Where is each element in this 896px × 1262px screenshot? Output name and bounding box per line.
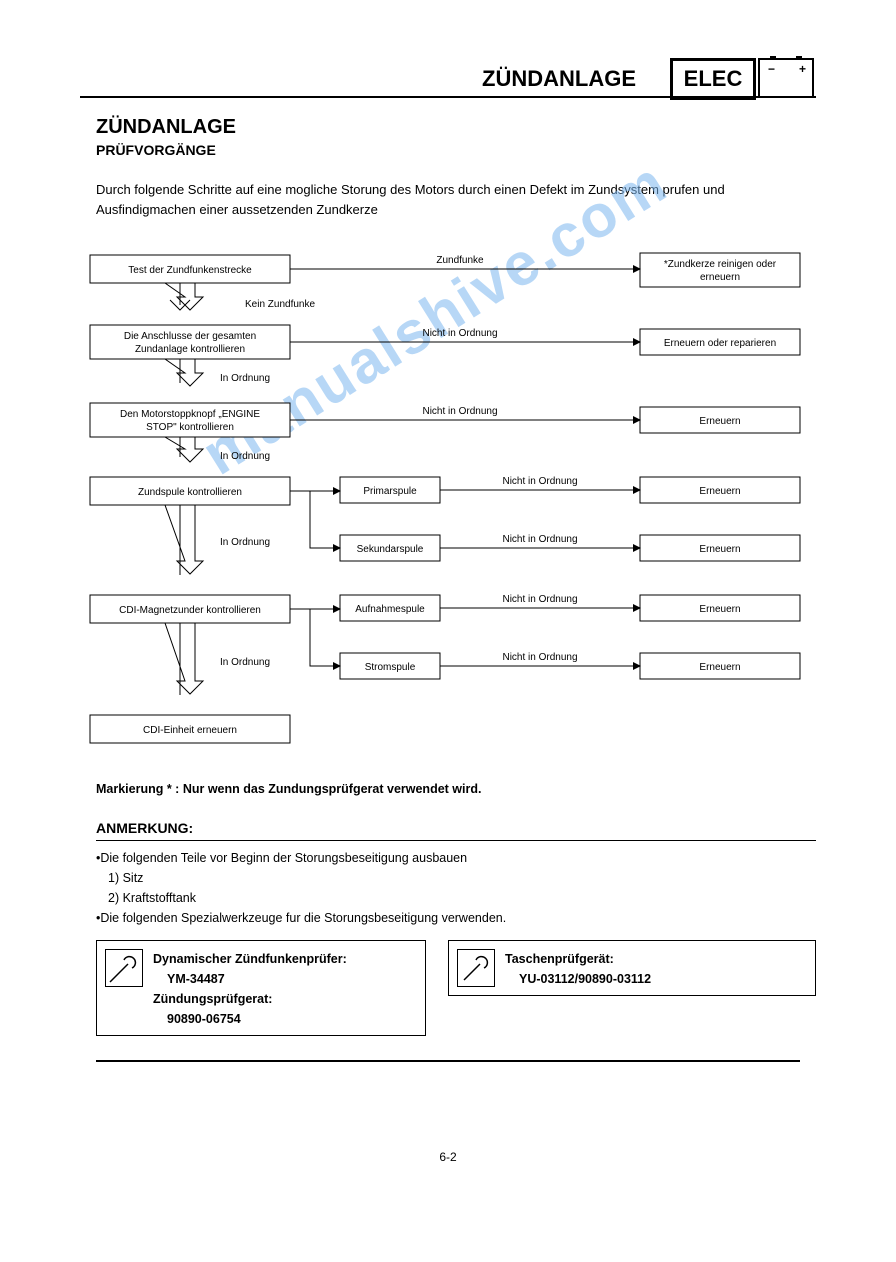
tool-code2: 90890-06754: [153, 1009, 417, 1029]
svg-text:Erneuern: Erneuern: [699, 486, 740, 497]
tool-code: YM-34487: [153, 969, 417, 989]
tool-box: Dynamischer Zündfunkenprüfer: YM-34487 Z…: [96, 940, 426, 1036]
header-section: ZÜNDANLAGE: [482, 66, 636, 92]
page-title: ZÜNDANLAGE: [96, 116, 236, 139]
svg-text:Den Motorstoppknopf „ENGINE: Den Motorstoppknopf „ENGINE: [120, 409, 260, 420]
tool-title: Dynamischer Zündfunkenprüfer:: [153, 949, 417, 969]
svg-text:CDI-Magnetzunder kontrollieren: CDI-Magnetzunder kontrollieren: [119, 605, 261, 616]
svg-text:Die Anschlusse der gesamten: Die Anschlusse der gesamten: [124, 331, 256, 342]
note-line: •Die folgenden Teile vor Beginn der Stor…: [96, 848, 800, 868]
anmerkung-title: ANMERKUNG:: [96, 820, 193, 836]
tool-title: Taschenprüfgerät:: [505, 949, 807, 969]
svg-text:Zundanlage kontrollieren: Zundanlage kontrollieren: [135, 344, 245, 355]
tool-box: Taschenprüfgerät: YU-03112/90890-03112: [448, 940, 816, 996]
svg-text:Aufnahmespule: Aufnahmespule: [355, 604, 425, 615]
anmerkung-rule: [96, 840, 816, 841]
svg-text:Test der Zundfunkenstrecke: Test der Zundfunkenstrecke: [128, 265, 252, 276]
svg-text:In Ordnung: In Ordnung: [220, 451, 270, 462]
svg-text:Erneuern oder reparieren: Erneuern oder reparieren: [664, 338, 776, 349]
tool-icon: [105, 949, 143, 987]
svg-text:Erneuern: Erneuern: [699, 416, 740, 427]
footnote: Markierung * : Nur wenn das Zundungsprüf…: [96, 782, 481, 796]
svg-text:In Ordnung: In Ordnung: [220, 537, 270, 548]
battery-icon: −+: [758, 58, 814, 98]
svg-text:erneuern: erneuern: [700, 272, 740, 283]
anmerkung-body: •Die folgenden Teile vor Beginn der Stor…: [96, 848, 800, 928]
note-line: •Die folgenden Spezialwerkzeuge fur die …: [96, 908, 800, 928]
svg-text:Erneuern: Erneuern: [699, 662, 740, 673]
header-rule: [80, 96, 816, 98]
svg-text:Nicht in Ordnung: Nicht in Ordnung: [422, 406, 497, 417]
svg-text:Zundfunke: Zundfunke: [436, 255, 484, 266]
svg-text:In Ordnung: In Ordnung: [220, 373, 270, 384]
flowchart: Test der Zundfunkenstrecke Die Anschluss…: [80, 245, 816, 765]
page-number: 6-2: [0, 1150, 896, 1164]
svg-text:Stromspule: Stromspule: [365, 662, 416, 673]
page-subtitle: PRÜFVORGÄNGE: [96, 142, 216, 158]
svg-text:Nicht in Ordnung: Nicht in Ordnung: [422, 328, 497, 339]
svg-text:Sekundarspule: Sekundarspule: [357, 544, 424, 555]
svg-text:*Zundkerze reinigen oder: *Zundkerze reinigen oder: [664, 259, 777, 270]
intro-text: Durch folgende Schritte auf eine moglich…: [96, 180, 800, 219]
svg-text:STOP" kontrollieren: STOP" kontrollieren: [146, 422, 234, 433]
bottom-rule: [96, 1060, 800, 1062]
svg-text:Primarspule: Primarspule: [363, 486, 417, 497]
svg-text:Nicht in Ordnung: Nicht in Ordnung: [502, 652, 577, 663]
svg-text:Zundspule kontrollieren: Zundspule kontrollieren: [138, 487, 242, 498]
note-line: 2) Kraftstofftank: [96, 888, 800, 908]
svg-text:Erneuern: Erneuern: [699, 544, 740, 555]
tool-code: YU-03112/90890-03112: [505, 969, 807, 989]
tool-title2: Zündungsprüfgerat:: [153, 989, 417, 1009]
svg-text:Nicht in Ordnung: Nicht in Ordnung: [502, 534, 577, 545]
svg-text:In Ordnung: In Ordnung: [220, 657, 270, 668]
svg-text:Kein Zundfunke: Kein Zundfunke: [245, 299, 315, 310]
svg-text:Nicht in Ordnung: Nicht in Ordnung: [502, 476, 577, 487]
svg-text:CDI-Einheit erneuern: CDI-Einheit erneuern: [143, 725, 237, 736]
svg-text:Erneuern: Erneuern: [699, 604, 740, 615]
tool-icon: [457, 949, 495, 987]
svg-text:Nicht in Ordnung: Nicht in Ordnung: [502, 594, 577, 605]
header-badge: ELEC: [670, 58, 756, 100]
note-line: 1) Sitz: [96, 868, 800, 888]
